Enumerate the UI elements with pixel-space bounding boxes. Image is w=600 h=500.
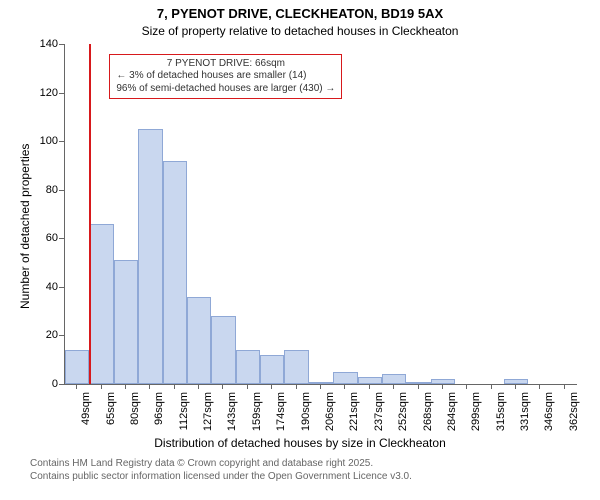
y-tick-mark [59, 93, 64, 94]
x-tick-label: 127sqm [202, 392, 214, 442]
annotation-line: ← 3% of detached houses are smaller (14) [116, 70, 335, 83]
x-tick-label: 362sqm [568, 392, 580, 442]
x-tick-label: 206sqm [324, 392, 336, 442]
x-tick-mark [271, 384, 272, 389]
histogram-bar [114, 260, 138, 384]
histogram-bar [65, 350, 89, 384]
annotation-line: 7 PYENOT DRIVE: 66sqm [116, 58, 335, 71]
histogram-bar [333, 372, 357, 384]
y-tick-label: 80 [28, 184, 58, 196]
x-tick-mark [369, 384, 370, 389]
y-tick-mark [59, 384, 64, 385]
x-tick-mark [320, 384, 321, 389]
annotation-box: 7 PYENOT DRIVE: 66sqm← 3% of detached ho… [109, 54, 342, 100]
histogram-bar [163, 161, 187, 384]
y-tick-mark [59, 238, 64, 239]
x-tick-label: 252sqm [397, 392, 409, 442]
histogram-bar [89, 224, 113, 384]
y-tick-label: 0 [28, 378, 58, 390]
footnote-line-1: Contains HM Land Registry data © Crown c… [30, 458, 373, 469]
x-tick-mark [198, 384, 199, 389]
annotation-line: 96% of semi-detached houses are larger (… [116, 83, 335, 96]
histogram-bar [260, 355, 284, 384]
x-tick-label: 159sqm [251, 392, 263, 442]
x-tick-mark [174, 384, 175, 389]
y-tick-label: 40 [28, 281, 58, 293]
x-tick-mark [466, 384, 467, 389]
x-tick-mark [76, 384, 77, 389]
histogram-bar [406, 382, 430, 384]
x-tick-mark [101, 384, 102, 389]
x-tick-label: 299sqm [470, 392, 482, 442]
y-tick-mark [59, 335, 64, 336]
x-tick-label: 96sqm [153, 392, 165, 442]
x-tick-label: 112sqm [178, 392, 190, 442]
y-tick-mark [59, 44, 64, 45]
chart-subtitle: Size of property relative to detached ho… [0, 24, 600, 38]
x-tick-mark [344, 384, 345, 389]
x-tick-mark [491, 384, 492, 389]
x-tick-label: 221sqm [348, 392, 360, 442]
histogram-bar [138, 129, 162, 384]
x-tick-mark [442, 384, 443, 389]
x-tick-label: 80sqm [129, 392, 141, 442]
histogram-bar [358, 377, 382, 384]
x-tick-label: 174sqm [275, 392, 287, 442]
y-tick-mark [59, 287, 64, 288]
x-tick-label: 346sqm [543, 392, 555, 442]
footnote-line-2: Contains public sector information licen… [30, 471, 412, 482]
x-tick-label: 237sqm [373, 392, 385, 442]
chart-title: 7, PYENOT DRIVE, CLECKHEATON, BD19 5AX [0, 6, 600, 21]
x-tick-label: 49sqm [80, 392, 92, 442]
x-tick-label: 190sqm [300, 392, 312, 442]
x-tick-mark [393, 384, 394, 389]
y-tick-mark [59, 141, 64, 142]
x-tick-label: 284sqm [446, 392, 458, 442]
y-tick-mark [59, 190, 64, 191]
x-tick-mark [247, 384, 248, 389]
histogram-bar [382, 374, 406, 384]
x-tick-label: 315sqm [495, 392, 507, 442]
x-tick-mark [539, 384, 540, 389]
x-tick-label: 268sqm [422, 392, 434, 442]
histogram-bar [284, 350, 308, 384]
y-tick-label: 20 [28, 329, 58, 341]
histogram-bar [187, 297, 211, 384]
y-tick-label: 140 [28, 38, 58, 50]
y-tick-label: 120 [28, 87, 58, 99]
x-tick-mark [149, 384, 150, 389]
x-tick-label: 331sqm [519, 392, 531, 442]
x-tick-mark [125, 384, 126, 389]
histogram-bar [236, 350, 260, 384]
plot-area: 7 PYENOT DRIVE: 66sqm← 3% of detached ho… [64, 44, 577, 385]
y-tick-label: 100 [28, 135, 58, 147]
x-tick-mark [222, 384, 223, 389]
x-tick-mark [564, 384, 565, 389]
x-tick-label: 65sqm [105, 392, 117, 442]
x-tick-mark [515, 384, 516, 389]
x-tick-mark [418, 384, 419, 389]
y-tick-label: 60 [28, 232, 58, 244]
x-tick-label: 143sqm [226, 392, 238, 442]
histogram-bar [211, 316, 235, 384]
x-tick-mark [296, 384, 297, 389]
chart-container: 7, PYENOT DRIVE, CLECKHEATON, BD19 5AX S… [0, 0, 600, 500]
histogram-bar [431, 379, 455, 384]
marker-line [89, 44, 91, 384]
